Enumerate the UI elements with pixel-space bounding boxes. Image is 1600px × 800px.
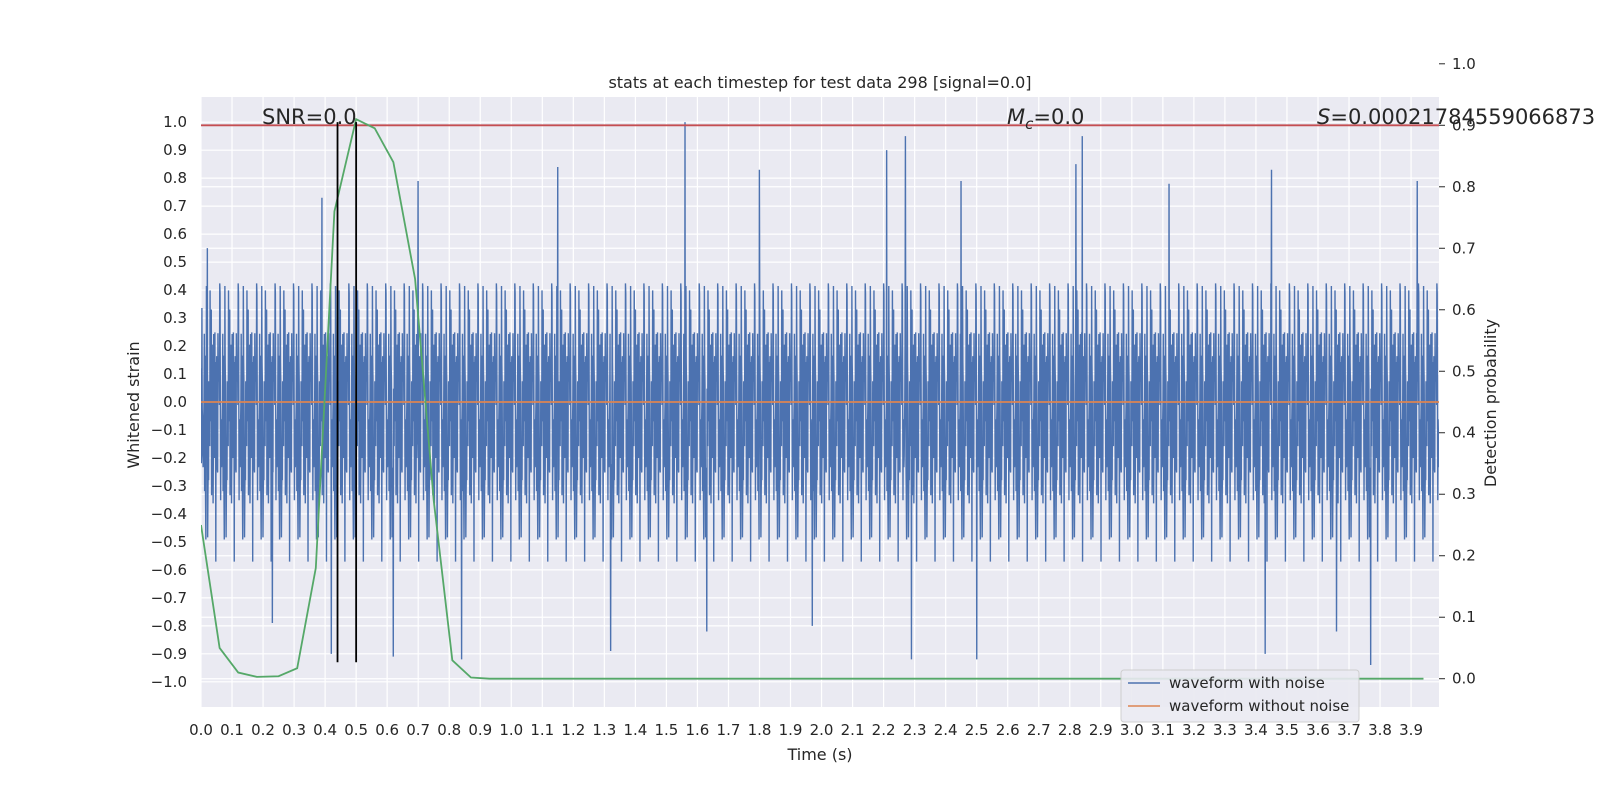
y-tick-label: −0.3: [151, 477, 187, 495]
x-tick-label: 3.5: [1275, 721, 1299, 739]
s-annotation: S=0.00021784559066873: [1317, 105, 1595, 129]
chirp-mass-value: =0.0: [1033, 105, 1084, 129]
series-layer: [201, 117, 1439, 680]
y2-tick-label: 0.1: [1452, 608, 1476, 626]
x-tick-label: 0.7: [406, 721, 430, 739]
x-tick-label: 2.7: [1027, 721, 1051, 739]
x-tick-label: 1.7: [717, 721, 741, 739]
x-tick-label: 0.2: [251, 721, 275, 739]
x-tick-label: 2.6: [996, 721, 1020, 739]
x-tick-label: 0.4: [313, 721, 337, 739]
y2-tick-label: 0.6: [1452, 301, 1476, 319]
x-tick-label: 2.3: [903, 721, 927, 739]
y2-tick-label: 0.9: [1452, 116, 1476, 134]
y-tick-labels: 1.0 0.9 0.8 0.7 0.6 0.5 0.4 0.3 0.2 0.1 0.0 −0.1 −0.…: [151, 113, 187, 691]
y-tick-label: 1.0: [163, 113, 187, 131]
x-tick-label: 0.8: [437, 721, 461, 739]
x-axis-label: Time (s): [786, 745, 852, 764]
x-tick-label: 3.9: [1399, 721, 1423, 739]
y-tick-label: −1.0: [151, 673, 187, 691]
x-tick-label: 2.8: [1058, 721, 1082, 739]
y2-tick-labels: 1.0 0.9 0.8 0.7 0.6 0.5 0.4 0.3 0.2 0.1 0.0: [1439, 55, 1476, 688]
x-tick-label: 2.4: [934, 721, 958, 739]
y-tick-label: 0.8: [163, 169, 187, 187]
x-tick-label: 0.6: [375, 721, 399, 739]
x-tick-label: 1.9: [779, 721, 803, 739]
x-tick-label: 0.5: [344, 721, 368, 739]
x-tick-label: 2.9: [1089, 721, 1113, 739]
x-tick-label: 2.1: [841, 721, 865, 739]
y-tick-label: −0.5: [151, 533, 187, 551]
legend-label-clean: waveform without noise: [1169, 697, 1349, 715]
y-tick-label: 0.0: [163, 393, 187, 411]
y-axis-label: Whitened strain: [124, 341, 143, 468]
y-tick-label: −0.9: [151, 645, 187, 663]
y-tick-label: −0.6: [151, 561, 187, 579]
s-value: =0.00021784559066873: [1330, 105, 1595, 129]
x-tick-labels: 0.0 0.1 0.2 0.3 0.4 0.5 0.6 0.7 0.8 0.9 1.0 1.1 1.2 1…: [189, 721, 1423, 739]
x-tick-label: 1.1: [530, 721, 554, 739]
x-tick-label: 0.0: [189, 721, 213, 739]
x-tick-label: 3.3: [1213, 721, 1237, 739]
x-tick-label: 3.1: [1151, 721, 1175, 739]
legend: waveform with noise waveform without noi…: [1120, 669, 1360, 723]
x-tick-label: 3.7: [1337, 721, 1361, 739]
x-tick-label: 0.9: [468, 721, 492, 739]
x-tick-label: 1.5: [654, 721, 678, 739]
chart-title: stats at each timestep for test data 298…: [608, 73, 1031, 92]
x-tick-label: 1.4: [623, 721, 647, 739]
x-tick-label: 3.0: [1120, 721, 1144, 739]
x-tick-label: 2.0: [810, 721, 834, 739]
y2-axis-label: Detection probability: [1481, 319, 1500, 487]
series-line-detection-probability: [201, 117, 1424, 680]
chirp-mass-subscript: c: [1025, 115, 1034, 133]
x-tick-label: 3.4: [1244, 721, 1268, 739]
x-tick-label: 1.3: [592, 721, 616, 739]
snr-annotation: SNR=0.0: [262, 105, 357, 129]
y-tick-label: 0.3: [163, 309, 187, 327]
y-tick-label: 0.7: [163, 197, 187, 215]
x-tick-label: 1.8: [748, 721, 772, 739]
legend-box: [1120, 669, 1360, 723]
x-tick-label: 0.3: [282, 721, 306, 739]
y2-tick-label: 0.2: [1452, 547, 1476, 565]
y2-tick-label: 0.7: [1452, 239, 1476, 257]
y-tick-label: 0.6: [163, 225, 187, 243]
x-tick-label: 0.1: [220, 721, 244, 739]
y-tick-label: 0.1: [163, 365, 187, 383]
y2-tick-label: 0.5: [1452, 362, 1476, 380]
s-symbol: S: [1317, 105, 1330, 129]
y-tick-label: 0.5: [163, 253, 187, 271]
y-tick-label: −0.4: [151, 505, 187, 523]
y-tick-label: 0.4: [163, 281, 187, 299]
y-tick-label: 0.2: [163, 337, 187, 355]
x-tick-label: 3.8: [1368, 721, 1392, 739]
y2-tick-label: 0.3: [1452, 485, 1476, 503]
x-tick-label: 2.2: [872, 721, 896, 739]
y2-tick-label: 1.0: [1452, 55, 1476, 73]
y-tick-label: 0.9: [163, 141, 187, 159]
y2-tick-label: 0.0: [1452, 670, 1476, 688]
x-tick-label: 3.2: [1182, 721, 1206, 739]
legend-label-noise: waveform with noise: [1169, 674, 1325, 692]
y-tick-label: −0.8: [151, 617, 187, 635]
x-tick-label: 1.6: [686, 721, 710, 739]
y2-tick-label: 0.4: [1452, 424, 1476, 442]
chirp-mass-symbol: M: [1007, 105, 1025, 129]
y-tick-label: −0.7: [151, 589, 187, 607]
x-tick-label: 1.0: [499, 721, 523, 739]
x-tick-label: 1.2: [561, 721, 585, 739]
y-tick-label: −0.1: [151, 421, 187, 439]
x-tick-label: 3.6: [1306, 721, 1330, 739]
chirp-mass-annotation: Mc=0.0: [1007, 105, 1084, 133]
y-tick-label: −0.2: [151, 449, 187, 467]
x-tick-label: 2.5: [965, 721, 989, 739]
y2-tick-label: 0.8: [1452, 178, 1476, 196]
